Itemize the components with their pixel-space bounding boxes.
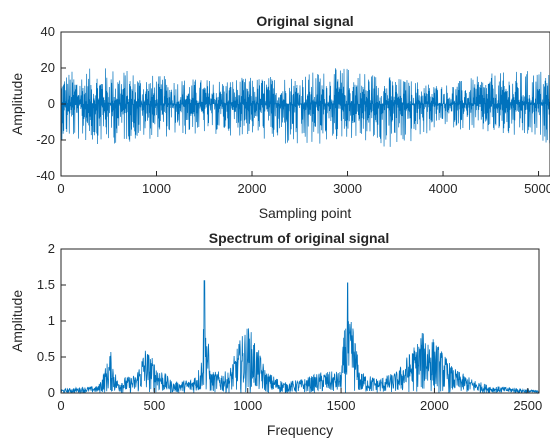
- x-tick-label: 4000: [429, 181, 458, 196]
- y-tick-label: -40: [36, 168, 55, 183]
- y-ticks: -40 -20 0 20 40: [36, 24, 66, 183]
- x-tick-label: 1500: [327, 398, 356, 413]
- signal-line: [60, 68, 550, 147]
- x-tick-label: 3000: [333, 181, 362, 196]
- x-ticks: 0 500 1000 1500 2000 2500: [57, 388, 542, 413]
- y-tick-label: 0.5: [37, 349, 55, 364]
- y-tick-label: 0: [48, 385, 55, 400]
- y-tick-label: 2: [48, 241, 55, 256]
- y-ticks: 0 0.5 1 1.5 2: [37, 241, 66, 400]
- x-tick-label: 500: [144, 398, 166, 413]
- chart-title: Spectrum of original signal: [209, 230, 389, 246]
- x-tick-label: 0: [57, 398, 64, 413]
- y-tick-label: 1: [48, 313, 55, 328]
- y-tick-label: 1.5: [37, 277, 55, 292]
- chart-title: Original signal: [256, 13, 353, 29]
- y-tick-label: 40: [41, 24, 55, 39]
- plot-frame: [60, 248, 540, 394]
- y-tick-label: 20: [41, 60, 55, 75]
- x-tick-label: 2000: [238, 181, 267, 196]
- x-tick-label: 1000: [233, 398, 262, 413]
- original-signal-plot: Original signal 0 1000 2000 3000 4000 5000 -4…: [9, 13, 550, 221]
- y-axis-label: Amplitude: [9, 290, 25, 352]
- y-tick-label: 0: [48, 96, 55, 111]
- spectrum-plot: Spectrum of original signal 0 500 1000 1500…: [9, 230, 542, 438]
- spectrum-trace: [60, 280, 540, 395]
- x-ticks: 0 1000 2000 3000 4000 5000: [57, 171, 550, 196]
- x-axis-label: Sampling point: [259, 205, 352, 221]
- y-axis-label: Amplitude: [9, 73, 25, 135]
- x-tick-label: 2500: [513, 398, 542, 413]
- spectrum-line: [60, 280, 540, 395]
- signal-trace: [60, 68, 550, 147]
- x-tick-label: 1000: [142, 181, 171, 196]
- x-tick-label: 0: [57, 181, 64, 196]
- x-tick-label: 5000: [524, 181, 550, 196]
- y-tick-label: -20: [36, 132, 55, 147]
- x-tick-label: 2000: [420, 398, 449, 413]
- x-axis-label: Frequency: [267, 422, 333, 438]
